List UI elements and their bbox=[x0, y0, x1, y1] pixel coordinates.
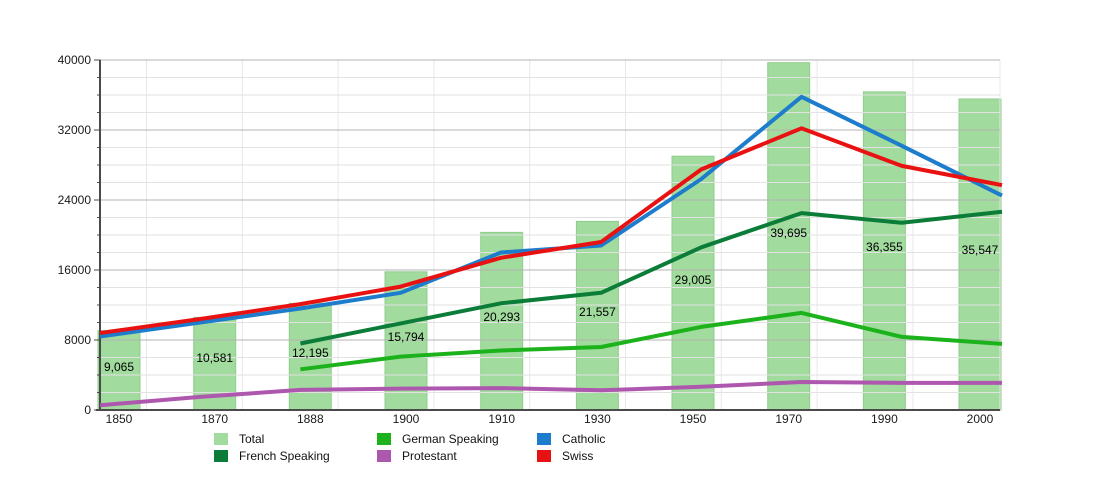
x-tick-label: 1910 bbox=[488, 412, 515, 426]
legend-label: German Speaking bbox=[402, 432, 499, 446]
legend-label: Swiss bbox=[562, 449, 594, 463]
bar-value-label: 15,794 bbox=[388, 330, 425, 344]
catholic-swatch bbox=[537, 433, 551, 445]
bar-value-label: 35,547 bbox=[962, 243, 999, 257]
y-tick-label: 32000 bbox=[58, 123, 92, 137]
legend-item-catholic: Catholic bbox=[537, 431, 605, 447]
x-tick-label: 1900 bbox=[393, 412, 420, 426]
x-tick-label: 1850 bbox=[106, 412, 133, 426]
y-tick-label: 24000 bbox=[58, 193, 92, 207]
y-tick-label: 0 bbox=[84, 403, 91, 417]
y-tick-label: 16000 bbox=[58, 263, 92, 277]
y-tick-label: 40000 bbox=[58, 53, 92, 67]
legend-label: Catholic bbox=[562, 432, 606, 446]
french-speaking-line bbox=[300, 209, 1003, 346]
legend-label: Protestant bbox=[402, 449, 457, 463]
total-bar bbox=[97, 330, 141, 411]
lines-group bbox=[99, 94, 1003, 408]
legend-label: Total bbox=[239, 432, 265, 446]
x-tick-label: 1888 bbox=[297, 412, 324, 426]
bar-value-label: 9,065 bbox=[104, 360, 134, 374]
legend-item-german-speaking: German Speaking bbox=[377, 431, 537, 447]
protestant-swatch bbox=[377, 450, 391, 462]
legend-item-total: Total bbox=[214, 431, 377, 447]
bar-value-label: 20,293 bbox=[483, 310, 520, 324]
protestant-line bbox=[99, 380, 1002, 408]
swiss-line bbox=[99, 126, 1003, 335]
x-tick-label: 2000 bbox=[967, 412, 994, 426]
y-tick-label: 8000 bbox=[64, 333, 91, 347]
bar-value-label: 36,355 bbox=[866, 240, 903, 254]
legend-label: French Speaking bbox=[239, 449, 330, 463]
legend-item-protestant: Protestant bbox=[377, 448, 537, 464]
bar-value-label: 10,581 bbox=[196, 351, 233, 365]
x-tick-label: 1990 bbox=[871, 412, 898, 426]
chart-legend: Total German Speaking Catholic French Speak… bbox=[214, 431, 605, 464]
bar-value-label: 21,557 bbox=[579, 305, 616, 319]
total-bar bbox=[958, 98, 1002, 411]
swiss-swatch bbox=[537, 450, 551, 462]
bar-value-label: 39,695 bbox=[770, 226, 807, 240]
bar-value-label: 29,005 bbox=[675, 273, 712, 287]
german-speaking-line bbox=[300, 310, 1003, 372]
x-tick-label: 1950 bbox=[680, 412, 707, 426]
x-tick-label: 1870 bbox=[201, 412, 228, 426]
german-speaking-swatch bbox=[377, 433, 391, 445]
bar-value-label: 12,195 bbox=[292, 346, 329, 360]
french-speaking-swatch bbox=[214, 450, 228, 462]
x-tick-label: 1930 bbox=[584, 412, 611, 426]
x-tick-label: 1970 bbox=[775, 412, 802, 426]
legend-item-french-speaking: French Speaking bbox=[214, 448, 377, 464]
axes bbox=[94, 59, 1000, 411]
gridlines bbox=[100, 59, 1001, 410]
legend-item-swiss: Swiss bbox=[537, 448, 605, 464]
total-swatch bbox=[214, 433, 228, 445]
